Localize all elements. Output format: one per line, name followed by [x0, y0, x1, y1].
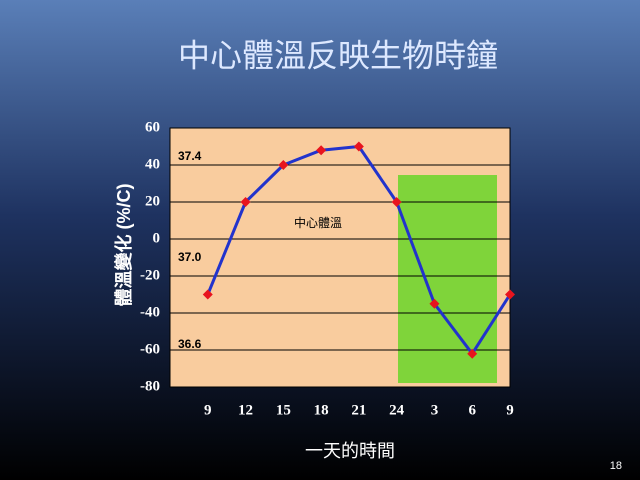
marker: [505, 289, 515, 300]
x-tick-label: 9: [204, 402, 212, 418]
x-tick-label: 3: [431, 402, 439, 418]
marker: [467, 348, 478, 359]
marker: [391, 197, 402, 207]
marker: [240, 197, 251, 207]
annotation: 中心體溫: [294, 215, 342, 230]
y-axis-label: 體溫變化 (%/C): [113, 184, 134, 307]
marker: [316, 145, 327, 156]
y-tick-label: -40: [140, 304, 160, 320]
x-tick-label: 12: [238, 402, 253, 418]
marker: [429, 298, 440, 309]
chart-title: 中心體溫反映生物時鐘: [178, 37, 498, 73]
y-tick-label: -60: [140, 341, 160, 357]
y-tick-label: -80: [140, 378, 160, 394]
y-tick-label: 0: [153, 230, 161, 246]
x-tick-label: 9: [506, 402, 514, 418]
x-tick-label: 24: [389, 402, 405, 418]
x-tick-label: 6: [468, 402, 476, 418]
night-band: [398, 175, 497, 383]
x-tick-label: 21: [351, 402, 366, 418]
x-tick-label: 15: [276, 402, 291, 418]
y-tick-label: 60: [145, 119, 160, 135]
y-tick-label: 20: [145, 193, 160, 209]
marker: [353, 141, 364, 152]
annotation: 37.0: [178, 250, 202, 264]
marker: [278, 160, 289, 170]
annotation: 36.6: [178, 337, 202, 351]
x-tick-label: 18: [314, 402, 329, 418]
y-tick-label: -20: [140, 267, 160, 283]
annotation: 37.4: [178, 149, 202, 163]
x-axis-label: 一天的時間: [305, 441, 395, 461]
marker: [202, 289, 213, 300]
y-tick-label: 40: [145, 156, 160, 172]
page-number: 18: [610, 460, 622, 472]
